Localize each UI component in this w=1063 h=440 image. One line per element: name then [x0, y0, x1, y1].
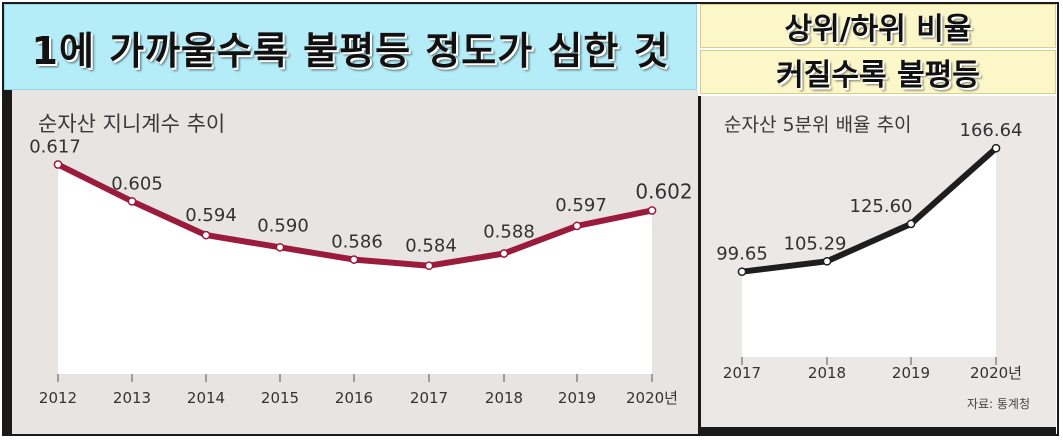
data-label: 166.64: [960, 120, 1023, 141]
data-point: [499, 249, 509, 258]
data-point: [424, 261, 434, 271]
chart-title: 순자산 지니계수 추이: [38, 112, 225, 136]
data-point: [127, 196, 137, 206]
data-label: 125.60: [850, 196, 913, 217]
data-point: [737, 267, 747, 277]
right-headline-text-2: 커질수록 불평등: [776, 58, 980, 93]
x-tick-label: 2019: [892, 364, 930, 382]
data-point: [275, 242, 285, 252]
main-headline-text: 1에 가까울수록 불평등 정도가 심한 것: [31, 28, 670, 73]
data-label: 105.29: [784, 233, 847, 254]
data-label: 0.605: [111, 173, 163, 194]
right-headline-banner-2: 커질수록 불평등: [700, 50, 1056, 94]
x-tick-label: 2020년: [626, 389, 678, 407]
data-point: [991, 143, 1001, 153]
data-label: 0.588: [483, 221, 535, 242]
left-edge-bar: [4, 90, 12, 434]
x-tick-label: 2020년: [970, 364, 1022, 382]
x-tick-label: 2018: [808, 364, 846, 382]
data-label: 0.586: [331, 232, 383, 253]
data-label: 0.594: [185, 205, 237, 226]
data-label: 0.617: [29, 137, 81, 158]
right-bottom-bar: [698, 427, 1056, 434]
x-tick-label: 2017: [410, 389, 448, 407]
right-headline-banner-1: 상위/하위 비율: [700, 4, 1056, 48]
data-point: [906, 219, 916, 229]
main-headline-banner: 1에 가까울수록 불평등 정도가 심한 것: [4, 4, 697, 90]
series-line: [739, 145, 999, 275]
series-area: [58, 164, 652, 374]
source-note: 자료: 통계청: [967, 397, 1030, 411]
data-label: 0.597: [555, 195, 607, 216]
x-tick-label: 2013: [113, 389, 151, 407]
data-point: [53, 160, 63, 169]
chart-title: 순자산 5분위 배율 추이: [724, 114, 912, 136]
data-point: [572, 221, 582, 231]
data-point: [201, 230, 211, 240]
x-tick-label: 2014: [187, 389, 225, 407]
data-point: [349, 255, 359, 264]
x-tick-label: 2015: [261, 389, 299, 407]
right-headline-text-1: 상위/하위 비율: [784, 12, 972, 47]
data-label: 0.602: [635, 180, 692, 204]
data-label: 99.65: [716, 244, 768, 265]
series-area: [742, 148, 996, 357]
data-label: 0.590: [257, 215, 309, 236]
x-tick-label: 2016: [335, 389, 373, 407]
data-point: [647, 206, 657, 215]
x-tick-label: 2019: [558, 389, 596, 407]
x-tick-label: 2018: [485, 389, 523, 407]
x-tick-label: 2012: [39, 389, 77, 407]
data-label: 0.584: [405, 236, 457, 257]
x-tick-label: 2017: [723, 364, 761, 382]
data-point: [822, 256, 832, 266]
